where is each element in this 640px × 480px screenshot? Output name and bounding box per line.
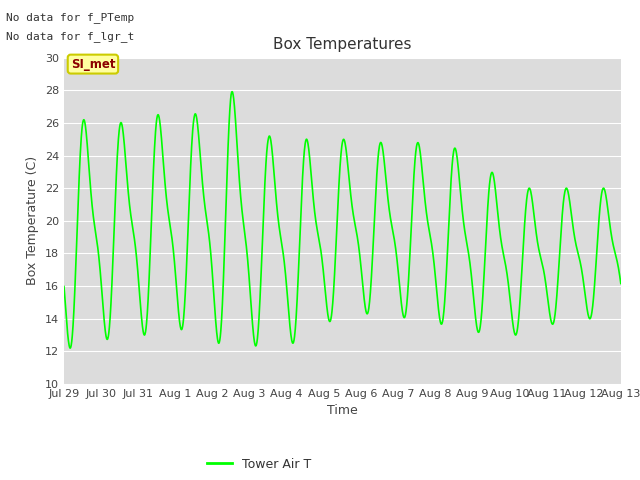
X-axis label: Time: Time: [327, 405, 358, 418]
Text: SI_met: SI_met: [70, 58, 115, 71]
Title: Box Temperatures: Box Temperatures: [273, 37, 412, 52]
Text: No data for f_lgr_t: No data for f_lgr_t: [6, 31, 134, 42]
Text: No data for f_PTemp: No data for f_PTemp: [6, 12, 134, 23]
Y-axis label: Box Temperature (C): Box Temperature (C): [26, 156, 39, 286]
Legend: Tower Air T: Tower Air T: [202, 453, 316, 476]
